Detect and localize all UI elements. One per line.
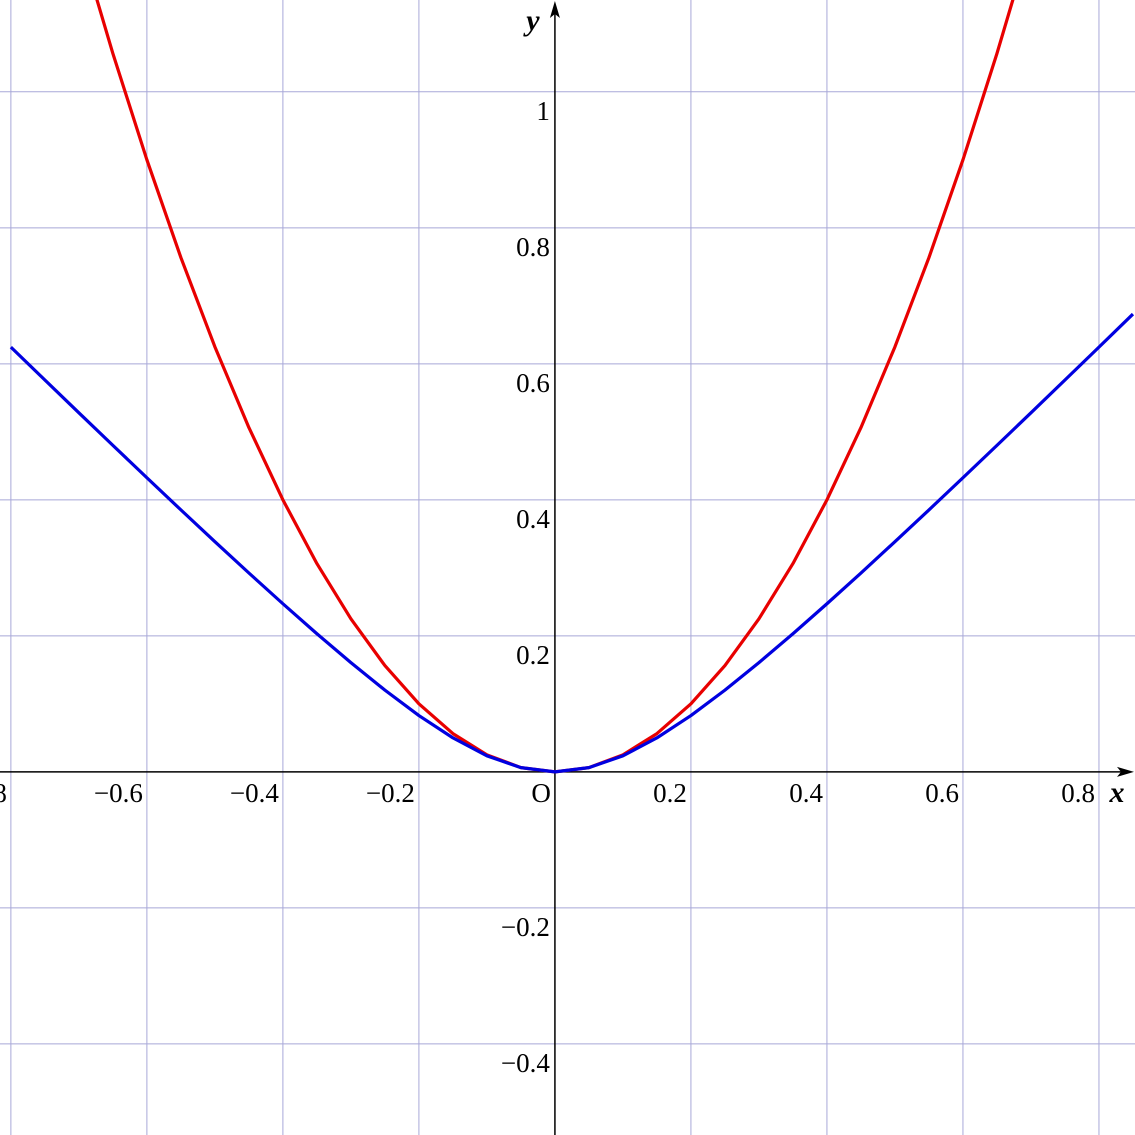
y-arrow xyxy=(549,1,560,18)
x-arrow xyxy=(1117,766,1134,777)
x-tick-label: −0.8 xyxy=(0,778,7,808)
y-tick-label: 0.2 xyxy=(516,640,550,670)
x-axis-label: x xyxy=(1109,776,1125,809)
labels: −0.8 −0.6 −0.4 −0.2 0.2 0.4 0.6 0.8 −0.4 −0.2 0.2 0… xyxy=(0,4,1125,1078)
x-tick-label: 0.8 xyxy=(1061,778,1095,808)
x-tick-label: 0.4 xyxy=(789,778,823,808)
x-tick-label: −0.4 xyxy=(230,778,279,808)
x-tick-label: −0.6 xyxy=(94,778,143,808)
y-tick-label: 1 xyxy=(536,96,550,126)
y-tick-label: 0.8 xyxy=(516,232,550,262)
curve xyxy=(95,0,1015,774)
curves xyxy=(9,0,1135,774)
y-tick-label: −0.4 xyxy=(501,1048,550,1078)
origin-label: O xyxy=(531,778,551,808)
x-tick-label: 0.6 xyxy=(925,778,959,808)
y-tick-label: 0.4 xyxy=(516,504,550,534)
y-axis-label: y xyxy=(523,4,540,37)
curve xyxy=(9,312,1135,774)
x-tick-label: 0.2 xyxy=(653,778,687,808)
x-tick-label: −0.2 xyxy=(366,778,415,808)
y-tick-label: 0.6 xyxy=(516,368,550,398)
y-tick-label: −0.2 xyxy=(501,912,550,942)
